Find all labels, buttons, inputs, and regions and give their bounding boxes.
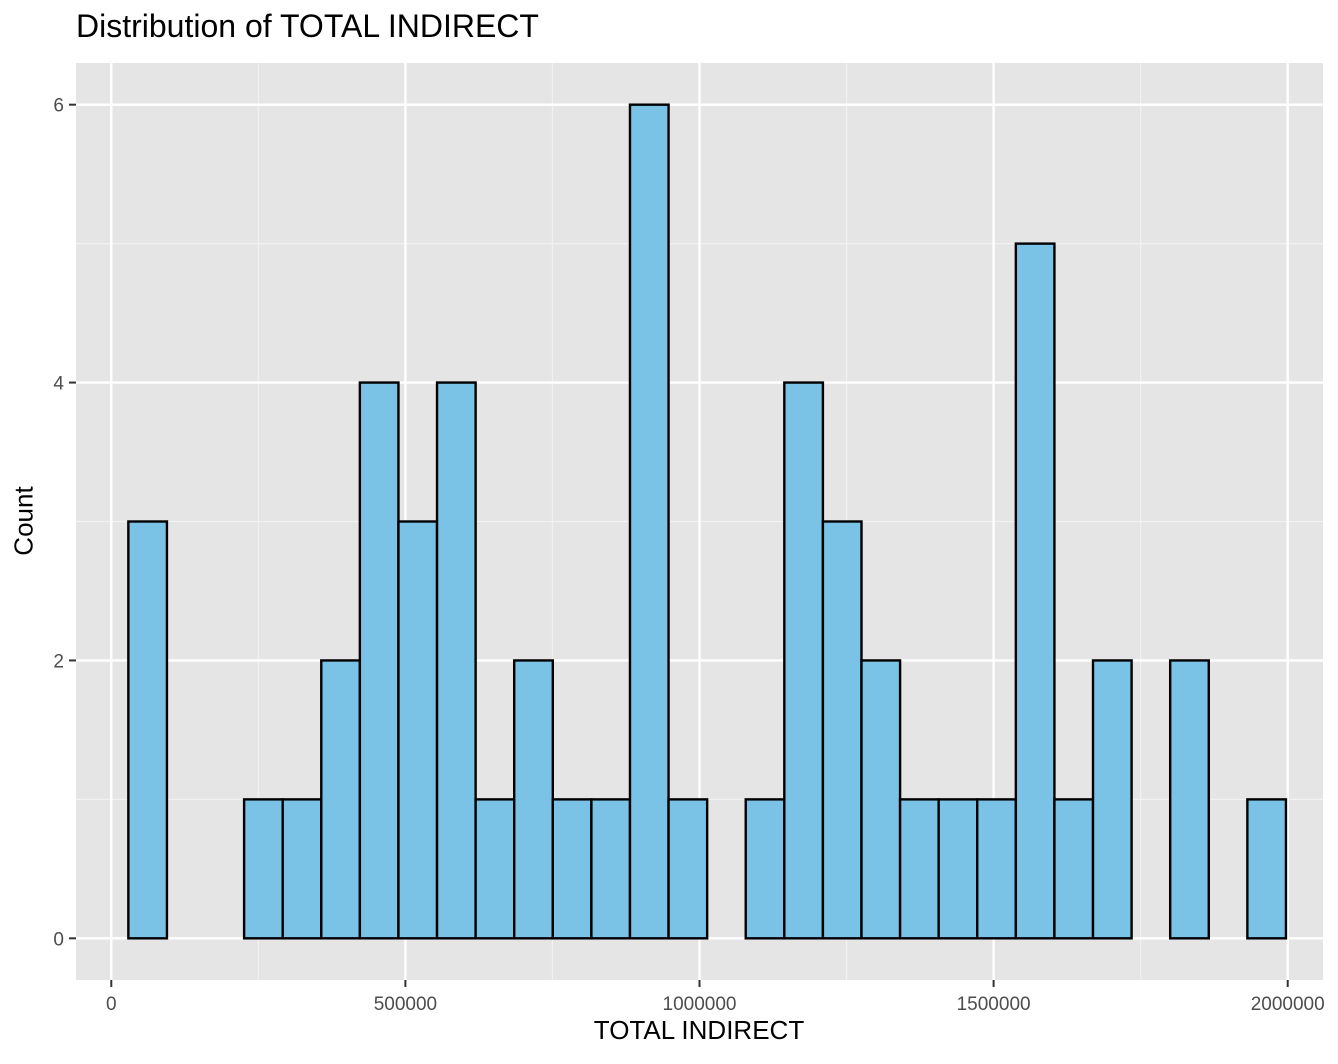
histogram-bar (513, 659, 555, 940)
histogram-bar (320, 659, 362, 940)
y-tick-label: 2 (53, 651, 64, 672)
y-tick-label: 4 (53, 374, 64, 395)
chart-title: Distribution of TOTAL INDIRECT (76, 8, 539, 44)
histogram-bar (628, 103, 670, 940)
histogram-bar (1014, 242, 1056, 940)
histogram-bar (127, 520, 169, 940)
histogram-bar (860, 659, 902, 940)
y-tick-label: 0 (53, 929, 64, 950)
x-axis-title: TOTAL INDIRECT (593, 1015, 805, 1045)
histogram-bar (551, 798, 593, 940)
histogram-bar (937, 798, 979, 940)
histogram-bar (976, 798, 1018, 940)
x-tick-label: 0 (106, 994, 117, 1015)
x-tick-label: 2000000 (1251, 994, 1325, 1015)
histogram-bar (358, 381, 400, 940)
x-tick-label: 1000000 (663, 994, 737, 1015)
histogram-bar (281, 798, 323, 940)
histogram-bar (1091, 659, 1133, 940)
x-tick-label: 1500000 (957, 994, 1031, 1015)
histogram-bar (242, 798, 284, 940)
histogram-bar (435, 381, 477, 940)
y-tick-label: 6 (53, 96, 64, 117)
histogram-bars (127, 103, 1288, 940)
histogram-bar (590, 798, 632, 940)
histogram-bar (898, 798, 940, 940)
histogram-bar (474, 798, 516, 940)
histogram-bar (783, 381, 825, 940)
y-axis: 0 2 4 6 (53, 96, 76, 950)
x-axis: 0 500000 1000000 1500000 2000000 (106, 980, 1325, 1015)
histogram-bar (1168, 659, 1210, 940)
histogram-bar (667, 798, 709, 940)
histogram-bar (1053, 798, 1095, 940)
histogram-bar (397, 520, 439, 940)
x-tick-label: 500000 (374, 994, 437, 1015)
histogram-bar (1246, 798, 1288, 940)
histogram-bar (821, 520, 863, 940)
histogram-bar (744, 798, 786, 940)
